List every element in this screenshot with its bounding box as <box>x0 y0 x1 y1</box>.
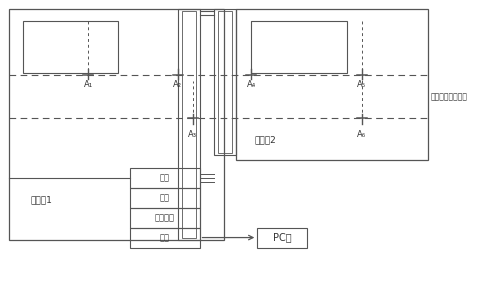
Text: 数据采集: 数据采集 <box>155 213 175 222</box>
Text: 监测区2: 监测区2 <box>254 135 276 145</box>
Text: 计算: 计算 <box>160 233 170 242</box>
Bar <box>236 9 428 160</box>
Bar <box>130 227 199 248</box>
Bar <box>215 9 236 155</box>
Bar <box>130 188 199 208</box>
Text: 监测区1: 监测区1 <box>31 195 53 204</box>
Text: PC端: PC端 <box>273 232 292 243</box>
Text: A₆: A₆ <box>357 130 366 139</box>
Text: A₂: A₂ <box>173 80 182 89</box>
Text: A₄: A₄ <box>247 80 256 89</box>
Text: A₃: A₃ <box>188 130 197 139</box>
Text: 滤波: 滤波 <box>160 173 170 182</box>
Bar <box>130 168 199 188</box>
Bar <box>178 9 199 239</box>
Bar <box>257 227 307 248</box>
Text: A₅: A₅ <box>357 80 366 89</box>
Text: 湿天燃气集输管线: 湿天燃气集输管线 <box>430 92 467 101</box>
Text: 调节: 调节 <box>160 193 170 202</box>
Bar <box>251 21 347 73</box>
Bar <box>218 11 232 153</box>
Bar <box>9 9 224 239</box>
Bar <box>22 21 118 73</box>
Bar <box>182 11 196 238</box>
Bar <box>130 208 199 227</box>
Text: A₁: A₁ <box>84 80 93 89</box>
